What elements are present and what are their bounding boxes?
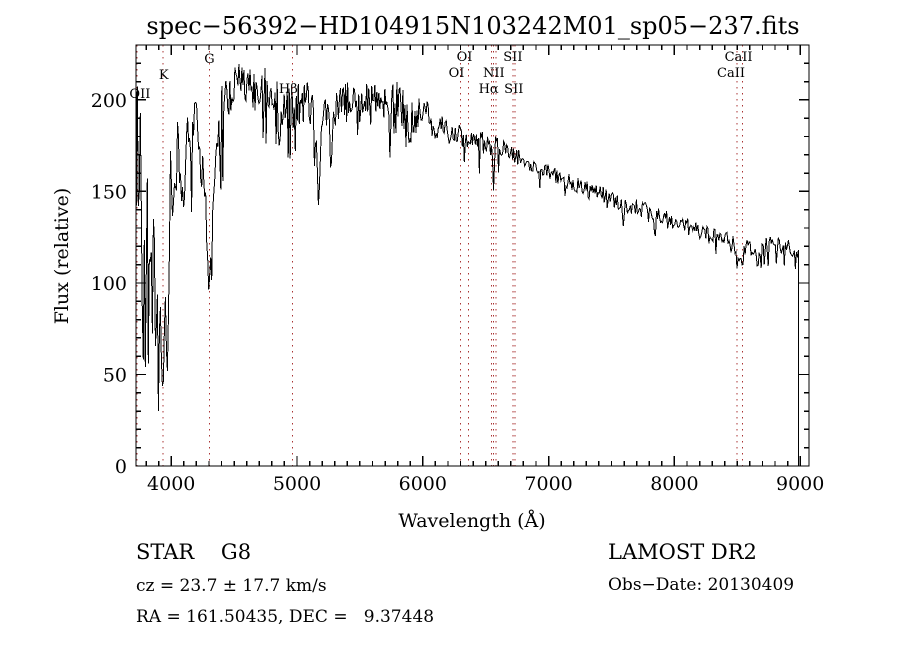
- spectrum-trace: [135, 64, 800, 467]
- y-axis-label: Flux (relative): [51, 188, 73, 325]
- x-tick-label: 7000: [524, 473, 572, 495]
- spectral-line-label: SII: [504, 82, 523, 97]
- chart-title: spec−56392−HD104915N103242M01_sp05−237.f…: [146, 12, 799, 40]
- y-axis-ticks: 0 50 100 150 200: [91, 62, 809, 478]
- spectral-line-label: K: [159, 68, 169, 83]
- y-tick-label: 0: [115, 456, 127, 478]
- spectral-line-label: Hα: [479, 82, 499, 97]
- x-tick-label: 9000: [776, 473, 824, 495]
- survey-text: LAMOST DR2: [608, 540, 757, 564]
- x-tick-label: 5000: [273, 473, 321, 495]
- cz-text: cz = 23.7 ± 17.7 km/s: [136, 576, 327, 596]
- spectral-line-label: OI: [449, 66, 465, 81]
- x-tick-label: 6000: [399, 473, 447, 495]
- radec-text: RA = 161.50435, DEC = 9.37448: [136, 607, 434, 627]
- spectral-line-markers: [136, 45, 744, 466]
- spectral-line-label: CaII: [717, 66, 745, 81]
- spectral-line-label: NII: [483, 66, 505, 81]
- spectral-line-label: OII: [129, 87, 150, 102]
- obs-date-text: Obs−Date: 20130409: [608, 575, 794, 595]
- y-tick-label: 100: [91, 273, 127, 295]
- x-tick-label: 8000: [650, 473, 698, 495]
- y-tick-label: 50: [103, 364, 127, 386]
- spectral-line-label: OI: [457, 50, 473, 65]
- x-axis-ticks: 4000 5000 6000 7000 8000 9000: [145, 45, 824, 495]
- spectral-line-label: G: [204, 52, 214, 67]
- y-tick-label: 150: [91, 181, 127, 203]
- x-tick-label: 4000: [147, 473, 195, 495]
- spectral-line-label: Hβ: [279, 82, 298, 97]
- y-tick-label: 200: [91, 90, 127, 112]
- plot-frame: [135, 44, 810, 467]
- spectral-line-label: SII: [503, 50, 522, 65]
- x-axis-label: Wavelength (Å): [398, 510, 545, 532]
- spectral-line-label: CaII: [725, 50, 753, 65]
- star-class-text: STAR G8: [136, 540, 251, 564]
